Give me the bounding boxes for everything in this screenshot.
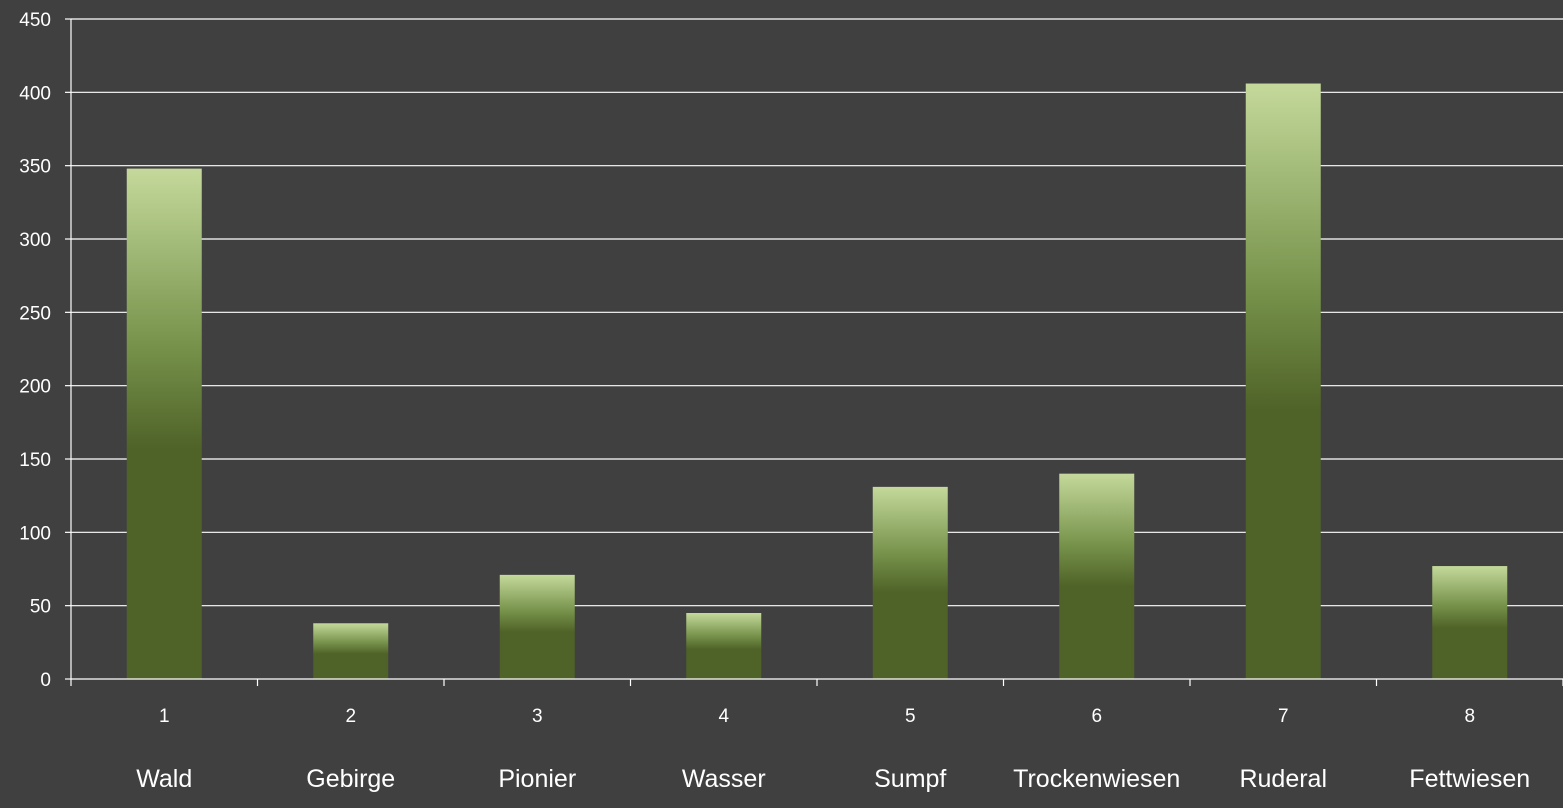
bars — [126, 83, 1508, 680]
labels: 0 50 100 150 200 250 300 350 400 450 1 Wald 2 Gebirge… — [19, 10, 1530, 793]
x-tick-label: 5 — [905, 706, 916, 727]
y-tick-label: 450 — [19, 10, 51, 31]
bar-1 — [126, 168, 202, 679]
category-name-label: Fettwiesen — [1409, 765, 1530, 793]
x-tick-label: 8 — [1464, 706, 1475, 727]
category-name-label: Wasser — [682, 765, 766, 793]
y-tick-label: 0 — [40, 670, 51, 691]
y-tick-label: 50 — [30, 597, 51, 618]
y-tick-label: 350 — [19, 157, 51, 178]
bar-8 — [1432, 566, 1508, 679]
category-name-label: Gebirge — [306, 765, 395, 793]
bar-2 — [313, 623, 389, 679]
bar-7 — [1245, 83, 1321, 680]
x-tick-label: 3 — [532, 706, 543, 727]
y-tick-label: 150 — [19, 450, 51, 471]
category-name-label: Ruderal — [1239, 765, 1327, 793]
y-tick-label: 100 — [19, 523, 51, 544]
bar-3 — [499, 574, 575, 679]
y-tick-label: 250 — [19, 303, 51, 324]
axes — [65, 18, 1563, 686]
gridlines — [71, 18, 1563, 607]
x-tick-label: 1 — [159, 706, 170, 727]
y-tick-label: 300 — [19, 230, 51, 251]
category-name-label: Trockenwiesen — [1013, 765, 1180, 793]
y-tick-label: 200 — [19, 377, 51, 398]
x-tick-label: 6 — [1091, 706, 1102, 727]
x-tick-label: 2 — [345, 706, 356, 727]
bar-5 — [872, 486, 948, 679]
category-name-label: Pionier — [498, 765, 576, 793]
bar-4 — [686, 613, 762, 679]
y-tick-label: 400 — [19, 83, 51, 104]
category-name-label: Sumpf — [874, 765, 946, 793]
bar-6 — [1059, 473, 1135, 679]
category-name-label: Wald — [136, 765, 192, 793]
x-tick-label: 4 — [718, 706, 729, 727]
x-tick-label: 7 — [1278, 706, 1289, 727]
